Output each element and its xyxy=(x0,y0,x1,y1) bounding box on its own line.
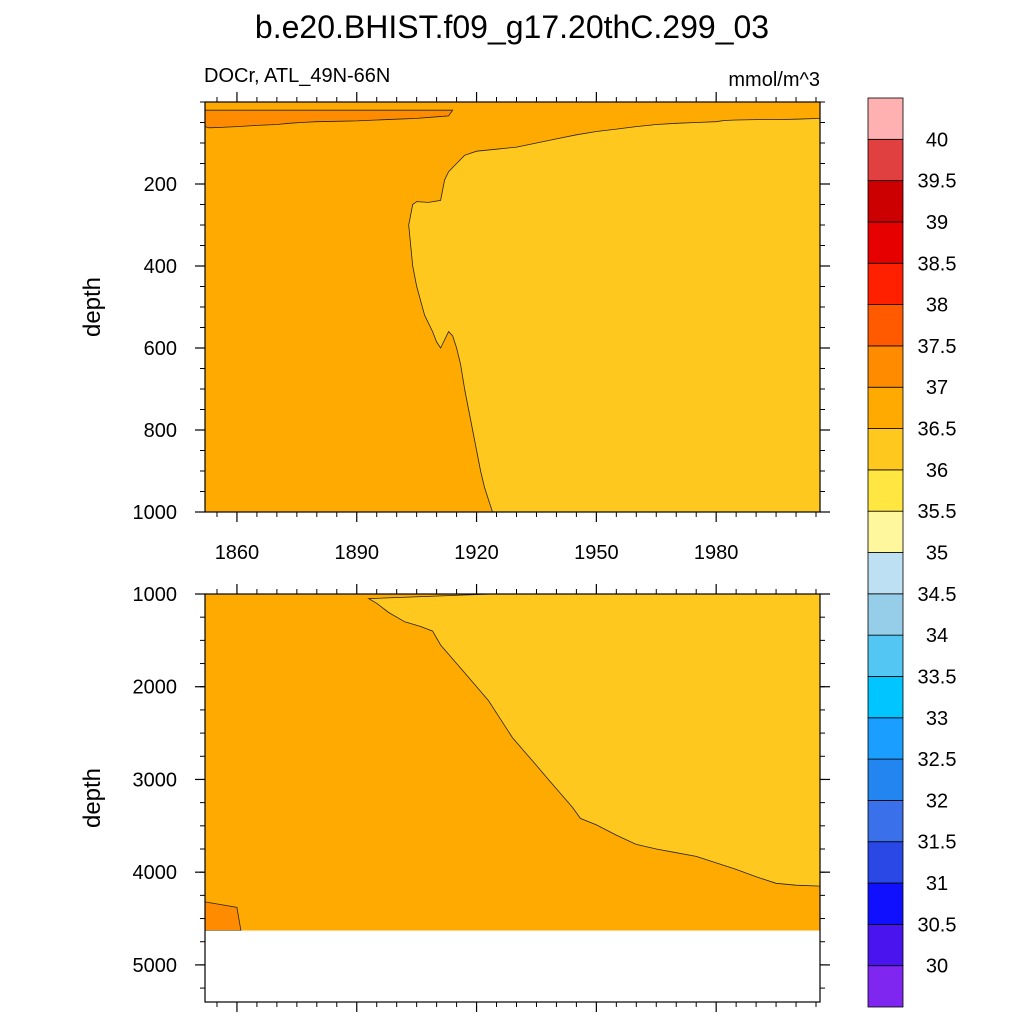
x-tick-label: 1980 xyxy=(694,542,739,564)
colorbar-swatch xyxy=(867,469,904,512)
variable-region-label: DOCr, ATL_49N-66N xyxy=(204,65,390,87)
colorbar-swatch xyxy=(867,758,904,801)
colorbar-swatch xyxy=(867,138,904,182)
colorbar-label: 36 xyxy=(926,460,948,482)
x-tick-label: 1860 xyxy=(215,542,260,564)
colorbar-swatch xyxy=(867,676,904,719)
colorbar-swatch xyxy=(867,428,904,471)
x-tick-label: 1950 xyxy=(574,542,619,564)
contour-fill-lower-2 xyxy=(367,594,820,887)
y-tick-label-lower: 2000 xyxy=(133,677,178,699)
colorbar-label: 31.5 xyxy=(918,832,957,854)
colorbar-label: 30.5 xyxy=(918,914,957,936)
x-tick-label: 1920 xyxy=(454,542,499,564)
colorbar-label: 34.5 xyxy=(918,584,957,606)
colorbar-swatch xyxy=(867,717,904,760)
upper-panel: 200 400 600 800 1000 depth 1860 1890 1920 1950 198… xyxy=(79,92,830,564)
contour-fill-upper-2 xyxy=(408,110,820,512)
colorbar-swatch xyxy=(867,386,904,429)
colorbar-swatch xyxy=(867,345,904,388)
colorbar-swatch xyxy=(867,965,904,1008)
colorbar-label: 33.5 xyxy=(918,666,957,688)
colorbar-swatch xyxy=(867,593,904,636)
y-tick-label-lower: 3000 xyxy=(133,769,178,791)
contour-fill-lower-1 xyxy=(205,901,242,931)
colorbar-swatch xyxy=(867,180,904,223)
colorbar: 30 30.5 31 31.5 32 32.5 33 33.5 34 34.5 35 35.5 36 36… xyxy=(867,97,957,1008)
colorbar-label: 36.5 xyxy=(918,419,957,441)
colorbar-label: 39.5 xyxy=(918,171,957,193)
y-tick-label-upper: 200 xyxy=(144,174,177,196)
units-label: mmol/m^3 xyxy=(728,69,820,91)
y-tick-label-lower: 1000 xyxy=(133,584,178,606)
colorbar-label: 40 xyxy=(926,129,948,151)
contour-fill-upper-1 xyxy=(205,109,454,129)
colorbar-swatch xyxy=(867,841,904,884)
colorbar-swatch xyxy=(867,634,904,677)
colorbar-label: 34 xyxy=(926,625,948,647)
colorbar-label: 37 xyxy=(926,377,948,399)
colorbar-label: 35.5 xyxy=(918,501,957,523)
y-axis-label-upper: depth xyxy=(79,277,106,337)
y-tick-label-upper: 800 xyxy=(144,420,177,442)
colorbar-label: 38 xyxy=(926,295,948,317)
y-tick-label-upper: 1000 xyxy=(133,502,178,524)
colorbar-swatch xyxy=(867,97,904,140)
colorbar-label: 33 xyxy=(926,708,948,730)
y-axis-label-lower: depth xyxy=(79,768,106,828)
colorbar-swatch xyxy=(867,304,904,347)
colorbar-swatch xyxy=(867,552,904,595)
colorbar-label: 35 xyxy=(926,543,948,565)
colorbar-swatch xyxy=(867,510,904,553)
lower-plot-frame xyxy=(204,593,821,1003)
lower-panel: 1000 2000 3000 4000 5000 depth xyxy=(79,584,830,1012)
colorbar-label: 32.5 xyxy=(918,749,957,771)
colorbar-label: 32 xyxy=(926,790,948,812)
chart-title: b.e20.BHIST.f09_g17.20thC.299_03 xyxy=(255,9,769,45)
colorbar-label: 37.5 xyxy=(918,336,957,358)
y-tick-label-upper: 400 xyxy=(144,256,177,278)
colorbar-label: 31 xyxy=(926,873,948,895)
colorbar-swatch xyxy=(867,882,904,925)
colorbar-label: 39 xyxy=(926,212,948,234)
x-tick-label: 1890 xyxy=(335,542,380,564)
colorbar-label: 30 xyxy=(926,956,948,978)
y-tick-label-lower: 5000 xyxy=(133,955,178,977)
y-tick-label-upper: 600 xyxy=(144,338,177,360)
colorbar-swatch xyxy=(867,262,904,305)
colorbar-swatch xyxy=(867,923,904,967)
y-tick-label-lower: 4000 xyxy=(133,862,178,884)
colorbar-swatch xyxy=(867,800,904,843)
colorbar-label: 38.5 xyxy=(918,253,957,275)
colorbar-swatch xyxy=(867,221,904,264)
